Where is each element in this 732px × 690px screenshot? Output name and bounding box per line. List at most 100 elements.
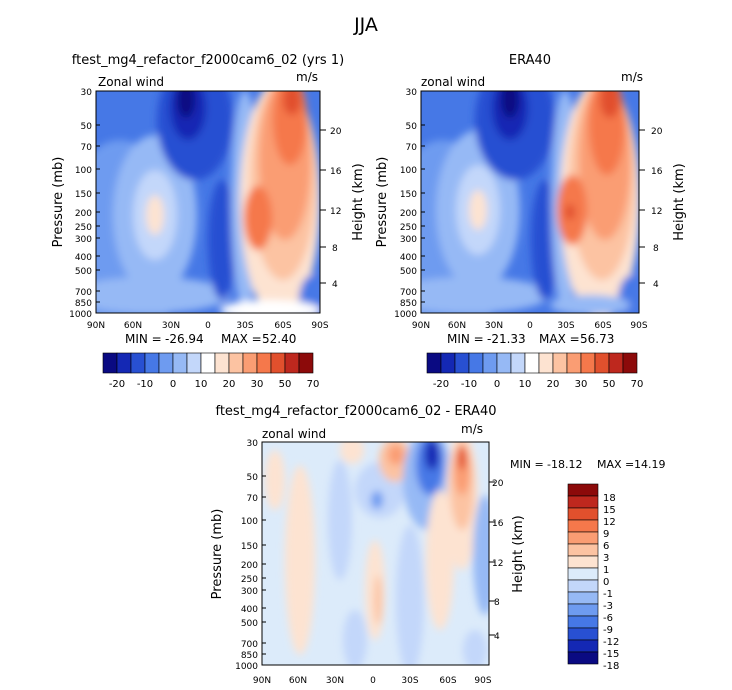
height-tick-label: 4 <box>494 632 500 642</box>
colorbar-swatch <box>622 352 638 374</box>
x-tick-label: 0 <box>370 676 376 686</box>
x-tick-label: 60N <box>289 676 307 686</box>
colorbar-label: -6 <box>603 613 613 624</box>
panel-model-min-label: MIN = <box>125 332 162 346</box>
height-tick-label: 8 <box>332 244 338 254</box>
panel-model-field-label: Zonal wind <box>98 75 164 89</box>
colorbar-swatch <box>214 352 230 374</box>
x-tick-label: 90N <box>253 676 271 686</box>
panel-model-colorbar-labels: -20 -10 0 10 20 30 50 70 <box>109 379 320 390</box>
panel-era40-colorbar-labels: -20 -10 0 10 20 30 50 70 <box>433 379 644 390</box>
panel-model-frame <box>95 90 321 314</box>
panel-model-ylabel: Pressure (mb) <box>51 157 66 248</box>
y-tick-label: 200 <box>241 561 258 571</box>
colorbar-label: -18 <box>603 661 619 672</box>
colorbar-swatch <box>567 579 599 593</box>
y-tick-label: 300 <box>75 235 92 245</box>
y-tick-label: 200 <box>400 209 417 219</box>
x-tick-label: 90S <box>630 321 647 331</box>
y-tick-label: 300 <box>241 587 258 597</box>
colorbar-swatch <box>130 352 146 374</box>
colorbar-label: 18 <box>603 493 616 504</box>
y-tick-label: 400 <box>400 253 417 263</box>
colorbar-swatch <box>482 352 498 374</box>
panel-era40-colorbar <box>426 352 638 374</box>
colorbar-swatch <box>200 352 216 374</box>
colorbar-swatch <box>567 603 599 617</box>
height-tick-label: 20 <box>492 479 504 489</box>
y-tick-label: 50 <box>406 122 418 132</box>
panel-model-units: m/s <box>296 70 318 84</box>
y-tick-label: 400 <box>75 253 92 263</box>
panel-difference-ylabel: Pressure (mb) <box>210 509 225 600</box>
colorbar-swatch <box>567 555 599 569</box>
x-tick-label: 60S <box>594 321 611 331</box>
x-tick-label: 0 <box>527 321 533 331</box>
height-tick-label: 4 <box>653 280 659 290</box>
colorbar-label: -3 <box>603 601 613 612</box>
height-tick-label: 16 <box>330 167 342 177</box>
x-tick-label: 60S <box>439 676 456 686</box>
panel-difference-colorbar-labels: 18 15 12 9 6 3 1 0 -1 -3 -6 -9 -12 -15 -… <box>603 493 619 672</box>
panel-era40-min-label: MIN = <box>447 332 484 346</box>
y-tick-label: 100 <box>241 517 258 527</box>
panel-era40: ERA40 zonal wind m/s <box>375 53 687 390</box>
panel-difference-frame <box>261 441 490 666</box>
colorbar-label: -15 <box>603 649 619 660</box>
colorbar-swatch <box>440 352 456 374</box>
panel-difference-max-value: 14.19 <box>634 458 666 471</box>
colorbar-label: 10 <box>195 379 208 390</box>
y-tick-label: 250 <box>400 223 417 233</box>
panel-era40-field <box>421 91 639 313</box>
panel-difference-units: m/s <box>461 422 483 436</box>
panel-era40-x-ticks: 90N 60N 30N 0 30S 60S 90S <box>412 321 648 331</box>
panel-model-x-ticks: 90N 60N 30N 0 30S 60S 90S <box>87 321 329 331</box>
panel-era40-y-ticks: 30 50 70 100 150 200 250 300 400 500 700… <box>394 88 425 320</box>
colorbar-swatch <box>256 352 272 374</box>
panel-era40-height-ticks: 4 8 12 16 20 <box>639 127 663 290</box>
y-tick-label: 1000 <box>235 662 258 672</box>
colorbar-swatch <box>284 352 300 374</box>
colorbar-swatch <box>566 352 582 374</box>
y-tick-label: 50 <box>81 122 93 132</box>
colorbar-label: -12 <box>603 637 619 648</box>
y-tick-label: 150 <box>75 190 92 200</box>
panel-difference-field <box>262 442 489 665</box>
panel-difference-ylabel-right: Height (km) <box>511 515 526 592</box>
height-tick-label: 20 <box>651 127 663 137</box>
height-tick-label: 16 <box>651 167 663 177</box>
colorbar-swatch <box>102 352 118 374</box>
colorbar-swatch <box>158 352 174 374</box>
y-tick-label: 150 <box>241 542 258 552</box>
colorbar-label: 0 <box>603 577 609 588</box>
colorbar-swatch <box>567 531 599 545</box>
panel-era40-max-value: 56.73 <box>580 332 614 346</box>
x-tick-label: 90N <box>87 321 105 331</box>
x-tick-label: 0 <box>205 321 211 331</box>
height-tick-label: 4 <box>332 280 338 290</box>
x-tick-label: 90S <box>474 676 491 686</box>
panel-model-max-value: 52.40 <box>262 332 296 346</box>
panel-era40-field-label: zonal wind <box>421 75 485 89</box>
colorbar-swatch <box>228 352 244 374</box>
y-tick-label: 250 <box>241 575 258 585</box>
y-tick-label: 50 <box>247 473 259 483</box>
colorbar-label: -20 <box>433 379 449 390</box>
colorbar-label: -20 <box>109 379 125 390</box>
height-tick-label: 8 <box>653 244 659 254</box>
x-tick-label: 60N <box>448 321 466 331</box>
x-tick-label: 60S <box>274 321 291 331</box>
height-tick-label: 12 <box>330 207 341 217</box>
x-tick-label: 90N <box>412 321 430 331</box>
y-tick-label: 700 <box>241 640 258 650</box>
y-tick-label: 30 <box>247 439 259 449</box>
y-tick-label: 300 <box>400 235 417 245</box>
panel-model-y-ticks: 30 50 70 100 150 200 250 300 400 500 700… <box>69 88 100 320</box>
panel-difference-max-label: MAX = <box>597 458 634 471</box>
colorbar-swatch <box>298 352 314 374</box>
colorbar-swatch <box>580 352 596 374</box>
colorbar-swatch <box>538 352 554 374</box>
colorbar-label: 20 <box>223 379 236 390</box>
colorbar-swatch <box>144 352 160 374</box>
panel-model-colorbar <box>102 352 314 374</box>
